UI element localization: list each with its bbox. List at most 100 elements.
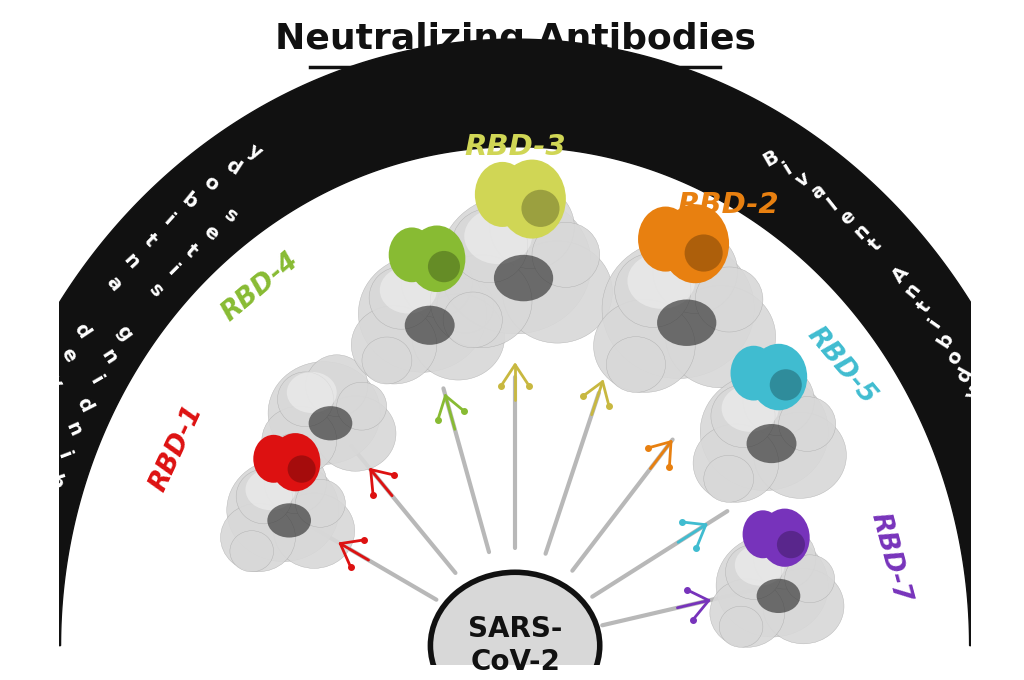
Ellipse shape — [246, 469, 295, 510]
Text: b: b — [934, 329, 957, 351]
Text: RBD-1: RBD-1 — [145, 401, 208, 496]
Ellipse shape — [770, 369, 802, 401]
Ellipse shape — [777, 531, 805, 558]
Text: v: v — [793, 169, 813, 192]
Text: n: n — [1006, 519, 1024, 537]
Ellipse shape — [606, 337, 666, 392]
Text: s: s — [12, 453, 34, 470]
Ellipse shape — [237, 469, 292, 524]
Ellipse shape — [735, 545, 784, 585]
Ellipse shape — [757, 579, 801, 613]
Ellipse shape — [268, 362, 380, 464]
Ellipse shape — [443, 292, 503, 347]
Text: e: e — [836, 206, 858, 229]
Ellipse shape — [270, 433, 321, 492]
Polygon shape — [0, 39, 1024, 645]
Text: o: o — [0, 509, 19, 526]
Ellipse shape — [475, 162, 529, 227]
Ellipse shape — [337, 382, 387, 430]
Ellipse shape — [521, 190, 559, 227]
Ellipse shape — [778, 396, 836, 452]
Text: i: i — [1001, 503, 1022, 513]
Ellipse shape — [693, 424, 778, 503]
Text: s: s — [144, 279, 166, 301]
Text: b: b — [44, 472, 66, 491]
Ellipse shape — [401, 247, 472, 318]
Text: B: B — [760, 147, 782, 171]
Text: n: n — [990, 459, 1013, 478]
Text: t: t — [865, 235, 885, 255]
Ellipse shape — [452, 208, 527, 283]
Ellipse shape — [288, 456, 315, 483]
Text: d: d — [952, 364, 976, 386]
Ellipse shape — [722, 385, 778, 432]
Text: s: s — [220, 205, 241, 227]
Ellipse shape — [743, 365, 814, 436]
Text: d: d — [73, 394, 95, 415]
Text: i: i — [86, 373, 105, 388]
Text: y: y — [962, 384, 984, 403]
Ellipse shape — [594, 299, 695, 392]
Ellipse shape — [742, 510, 783, 558]
Ellipse shape — [711, 385, 775, 447]
Ellipse shape — [754, 412, 847, 498]
Ellipse shape — [226, 459, 339, 562]
Ellipse shape — [710, 579, 784, 647]
Text: r: r — [33, 399, 53, 415]
Ellipse shape — [267, 503, 311, 538]
Ellipse shape — [703, 456, 754, 503]
Ellipse shape — [725, 545, 781, 599]
Ellipse shape — [602, 239, 755, 379]
Text: n: n — [901, 279, 924, 302]
Ellipse shape — [412, 294, 505, 380]
Ellipse shape — [404, 306, 455, 345]
Text: a: a — [807, 180, 829, 203]
Text: y: y — [245, 140, 265, 163]
Ellipse shape — [264, 452, 327, 513]
Text: o: o — [200, 172, 221, 195]
Text: e: e — [56, 345, 80, 366]
Ellipse shape — [716, 534, 828, 637]
Text: RBD-5: RBD-5 — [802, 322, 882, 409]
Ellipse shape — [278, 372, 334, 427]
Ellipse shape — [351, 306, 437, 384]
Ellipse shape — [653, 230, 737, 313]
Ellipse shape — [315, 396, 396, 471]
Ellipse shape — [439, 194, 591, 334]
Ellipse shape — [784, 555, 835, 602]
Ellipse shape — [308, 406, 352, 441]
Ellipse shape — [273, 493, 354, 568]
Ellipse shape — [287, 372, 337, 413]
Ellipse shape — [751, 344, 807, 410]
Text: RBD-3: RBD-3 — [464, 133, 566, 160]
Text: d: d — [221, 155, 244, 179]
Text: i: i — [985, 443, 1006, 456]
Ellipse shape — [409, 226, 465, 292]
Text: t: t — [913, 297, 934, 316]
Ellipse shape — [614, 253, 691, 327]
Text: a: a — [102, 273, 125, 294]
Text: n: n — [97, 345, 121, 367]
Text: A: A — [888, 262, 912, 287]
Ellipse shape — [253, 435, 294, 483]
Text: t: t — [139, 231, 160, 250]
Text: l: l — [824, 195, 842, 214]
Ellipse shape — [700, 373, 828, 490]
Ellipse shape — [271, 434, 315, 475]
Text: d: d — [996, 479, 1018, 498]
Ellipse shape — [430, 573, 600, 680]
Ellipse shape — [430, 255, 532, 347]
Ellipse shape — [763, 568, 844, 644]
Ellipse shape — [719, 606, 763, 647]
Text: RBD-2: RBD-2 — [678, 191, 779, 219]
Text: n: n — [4, 480, 27, 499]
Ellipse shape — [230, 530, 273, 572]
Ellipse shape — [638, 207, 693, 271]
Text: t: t — [181, 241, 201, 261]
Ellipse shape — [628, 253, 695, 309]
Text: o: o — [943, 347, 967, 368]
Ellipse shape — [305, 355, 368, 416]
Text: i: i — [164, 261, 182, 279]
Text: b: b — [178, 190, 201, 213]
Ellipse shape — [685, 235, 723, 271]
